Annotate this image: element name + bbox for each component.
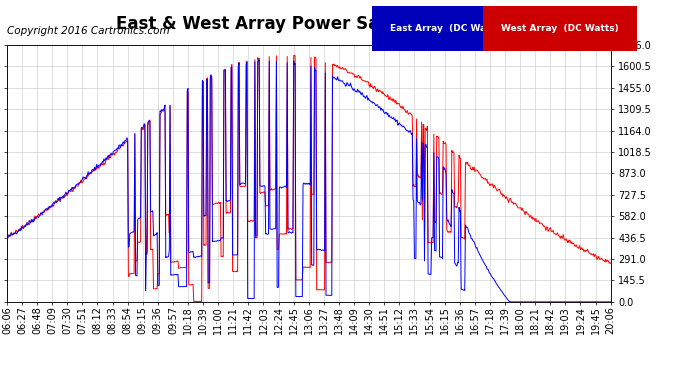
Text: West Array  (DC Watts): West Array (DC Watts) [501,24,619,33]
Text: East & West Array Power Sat Jul 30 20:13: East & West Array Power Sat Jul 30 20:13 [117,15,504,33]
Text: East Array  (DC Watts): East Array (DC Watts) [390,24,504,33]
Text: Copyright 2016 Cartronics.com: Copyright 2016 Cartronics.com [7,26,170,36]
